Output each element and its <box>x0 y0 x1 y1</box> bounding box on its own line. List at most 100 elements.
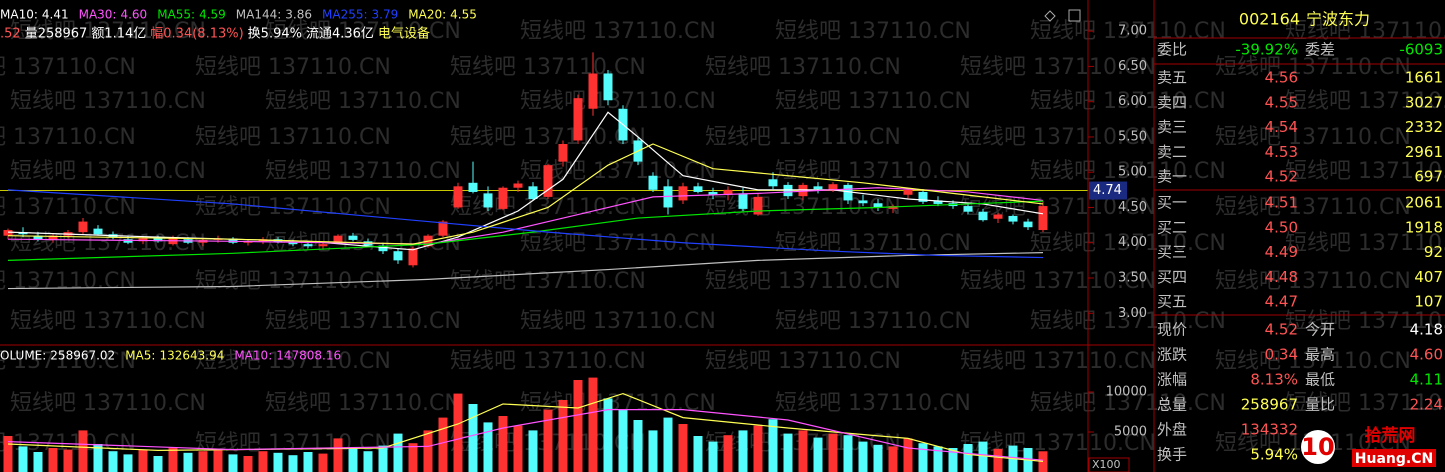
watermark-text: 短线吧 137110.CN <box>10 309 206 334</box>
candle-body <box>453 186 463 208</box>
book-label: 买四 <box>1157 268 1187 286</box>
y-tick-label: 4.00 <box>1118 235 1147 250</box>
book-label: 买三 <box>1157 243 1187 261</box>
candle-body <box>438 221 448 236</box>
stat-value: 8.13% <box>1250 371 1298 389</box>
y-tick-label: 5.50 <box>1118 129 1147 144</box>
watermark-text: 短线吧 137110.CN <box>1030 159 1226 184</box>
volume-bar <box>528 430 538 472</box>
unit-tag <box>1088 457 1130 472</box>
book-price: 4.52 <box>1265 168 1298 186</box>
watermark-text: 短线吧 137110.CN <box>960 269 1156 294</box>
watermark-text: 短线吧 137110.CN <box>520 89 716 114</box>
stat-label: 最高 <box>1305 346 1335 364</box>
ma-legend-value: 3.79 <box>372 8 399 22</box>
watermark-text: 短线吧 137110.CN <box>1285 231 1445 256</box>
stat-label: 涨跌 <box>1157 346 1187 364</box>
watermark-text: 短线吧 137110.CN <box>1215 55 1411 80</box>
candle-body <box>573 98 583 141</box>
book-label: 卖四 <box>1157 93 1187 111</box>
y-tick-label: 3.50 <box>1118 271 1147 286</box>
watermark-text: 短线吧 137110.CN <box>1215 125 1411 150</box>
ma-legend-value: 3.86 <box>285 8 312 22</box>
volume-legend-value: 258967.02 <box>50 349 115 363</box>
volume-bar <box>1038 451 1048 472</box>
ma-legend-value: 4.59 <box>199 8 226 22</box>
watermark-text: 短线吧 137110.CN <box>960 349 1156 374</box>
volume-bar <box>708 441 718 472</box>
volume-bar <box>93 444 103 472</box>
watermark-text: 短线吧 137110.CN <box>1030 391 1226 416</box>
candle-body <box>873 203 883 208</box>
watermark-text: 短线吧 137110.CN <box>450 55 646 80</box>
diamond-icon[interactable] <box>1044 10 1056 22</box>
candle-body <box>588 73 598 109</box>
volume-bar <box>198 451 208 472</box>
logo-site: Huang.CN <box>1355 451 1433 467</box>
stock-name: 宁波东力 <box>1306 10 1370 29</box>
volume-bar <box>723 435 733 472</box>
candle-body <box>408 248 418 266</box>
candle-body <box>528 186 538 200</box>
book-label: 卖五 <box>1157 69 1187 87</box>
watermark-text: 短线吧 137110.CN <box>0 269 136 294</box>
stat-label: 量比 <box>1305 396 1335 414</box>
stat-label: 现价 <box>1157 321 1187 339</box>
logo-badge <box>1301 430 1335 464</box>
moving-average-line <box>7 392 1044 462</box>
watermark-text: 短线吧 137110.CN <box>195 349 391 374</box>
volume-bar <box>153 456 163 472</box>
moving-average-line <box>7 252 1044 290</box>
moving-average-line <box>7 409 1044 461</box>
info-item: 量258967 <box>25 27 88 42</box>
watermark-text: 短线吧 137110.CN <box>265 89 461 114</box>
volume-bar <box>483 422 493 472</box>
volume-bar <box>138 449 148 472</box>
book-volume: 1661 <box>1405 69 1443 87</box>
book-price: 4.55 <box>1265 93 1298 111</box>
candle-body <box>318 244 328 247</box>
volume-bar <box>753 425 763 472</box>
watermark-text: 短线吧 137110.CN <box>520 159 716 184</box>
candle-body <box>1008 215 1018 222</box>
logo-mark: 10 <box>1301 433 1334 461</box>
volume-bar <box>273 452 283 472</box>
window-icon[interactable] <box>1068 9 1081 22</box>
candle-body <box>978 211 988 221</box>
volume-bar <box>918 443 928 472</box>
ma-legend-name: MA144: <box>236 8 282 22</box>
book-price: 4.49 <box>1265 243 1298 261</box>
watermark-text: 短线吧 137110.CN <box>10 391 206 416</box>
ma-legend-name: MA5: <box>125 349 155 363</box>
volume-bar <box>543 409 553 472</box>
candle-body <box>48 235 58 240</box>
volume-bar <box>213 449 223 472</box>
label: 委差 <box>1305 41 1335 59</box>
volume-bar <box>78 430 88 472</box>
volume-bar <box>108 451 118 472</box>
candle-body <box>543 165 553 197</box>
candle-body <box>228 238 238 243</box>
book-volume: 2961 <box>1405 143 1443 161</box>
watermark-text: 短线吧 137110.CN <box>0 125 136 150</box>
volume-bar <box>933 446 943 472</box>
candle-body <box>813 186 823 190</box>
y-tick-label: 5.00 <box>1118 165 1147 180</box>
watermark-text: 短线吧 137110.CN <box>775 89 971 114</box>
book-price: 4.53 <box>1265 143 1298 161</box>
volume-bar <box>978 441 988 472</box>
candle-body <box>768 179 778 187</box>
book-volume: 3027 <box>1405 93 1443 111</box>
candle-body <box>153 238 163 242</box>
watermark-text: 短线吧 137110.CN <box>10 19 206 44</box>
site-logo: 10 拾荒网 Huang.CN <box>1301 425 1436 467</box>
volume-bar <box>828 433 838 472</box>
book-volume: 697 <box>1414 168 1443 186</box>
candle-body <box>843 184 853 201</box>
book-volume: 1918 <box>1405 218 1443 236</box>
volume-bar <box>408 443 418 472</box>
book-price: 4.47 <box>1265 293 1298 311</box>
volume-bar <box>333 438 343 472</box>
watermark-text: 短线吧 137110.CN <box>1030 309 1226 334</box>
